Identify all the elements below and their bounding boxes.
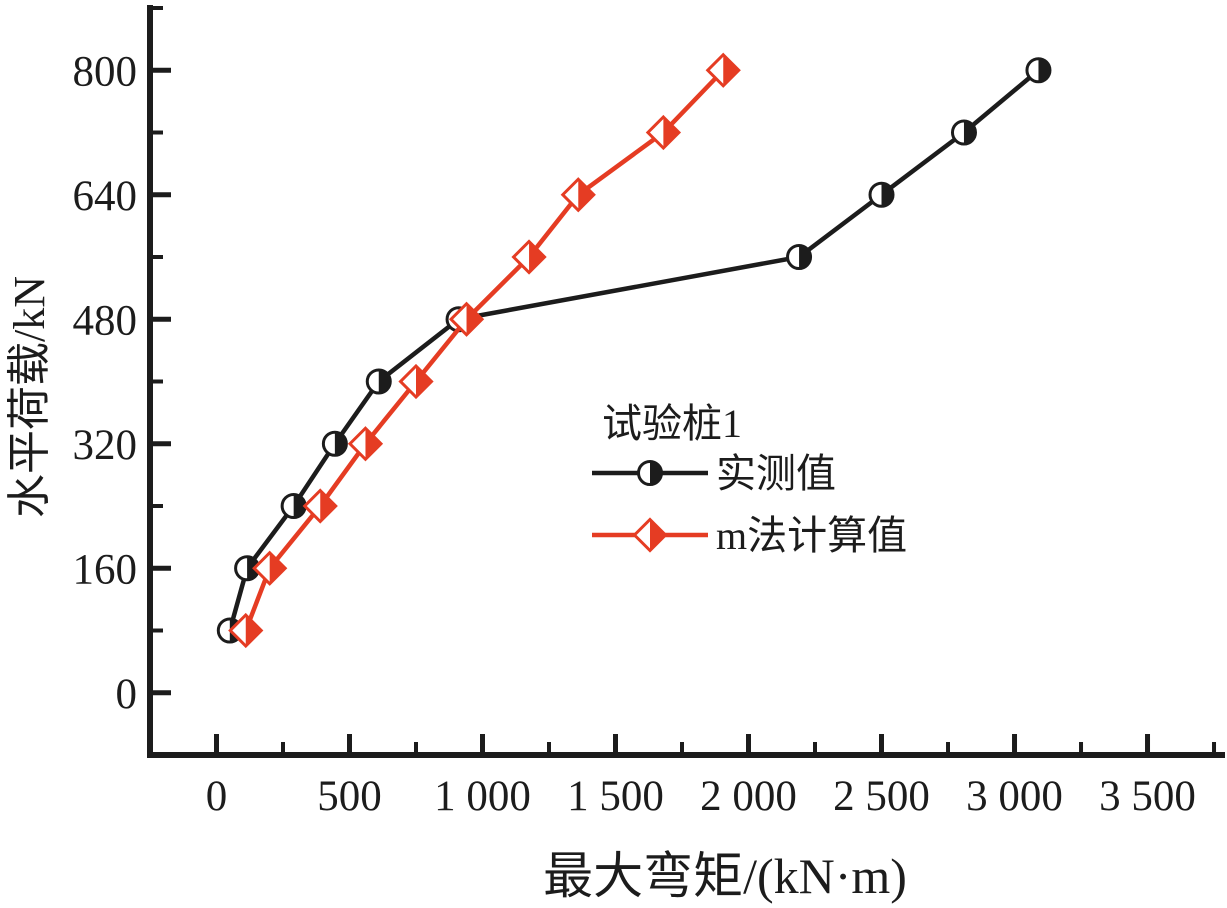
half-diamond-marker-fill [320,490,336,522]
series-marker-m-method [448,301,485,337]
series-marker-measured [950,119,977,146]
axes: 0 500 1 000 1 500 2 000 2 500 3 000 3 500 0 160 32… [73,5,1225,820]
y-tick-label: 480 [73,297,138,344]
y-tick-label: 320 [73,422,138,469]
x-tick-label: 1 500 [567,773,664,820]
half-diamond-marker-fill [650,519,666,551]
x-tick-label: 2 500 [833,773,930,820]
half-diamond-marker-fill [269,552,286,584]
series-marker-m-method [645,114,682,151]
legend-entry: 实测值 [592,451,836,496]
series-marker-measured [280,493,307,519]
x-tick-label: 0 [206,773,228,820]
series-marker-m-method [347,426,384,462]
half-circle-marker-fill [799,245,811,269]
half-circle-marker-fill [293,494,306,518]
series-marker-m-method [302,488,338,524]
half-diamond-marker-fill [245,615,262,646]
half-diamond-marker-fill [663,117,679,148]
legend: 试验桩1 实测值 m法计算值 [592,401,907,558]
series-marker-m-method [252,550,288,586]
series-marker-m-method [560,177,596,213]
half-circle-marker-fill [963,121,976,144]
half-circle-marker-fill [1038,58,1050,82]
x-tick-label: 500 [317,773,382,820]
y-tick-label: 160 [73,546,138,593]
x-tick-label: 3 000 [966,773,1063,820]
half-circle-marker-fill [334,432,347,456]
legend-marker [632,517,668,553]
series-marker-measured [786,244,813,270]
series-marker-measured [365,368,392,395]
data-series [216,52,1052,649]
half-diamond-marker-fill [723,54,739,86]
half-diamond-marker-fill [529,241,545,273]
series-measured [216,57,1052,644]
legend-label: m法计算值 [716,513,907,558]
series-marker-m-method [228,612,264,649]
legend-title: 试验桩1 [602,401,742,446]
x-tick-label: 3 500 [1099,773,1196,820]
series-marker-m-method [398,363,434,400]
legend-entry: m法计算值 [592,513,907,558]
half-circle-marker-fill [378,370,391,393]
y-axis-label: 水平荷载/kN [5,276,54,518]
y-tick-label: 640 [73,173,138,220]
half-circle-marker-fill [650,461,662,485]
series-line-measured [227,68,1041,633]
series-marker-measured [868,181,895,208]
x-axis-label: 最大弯矩/(kN·m) [543,848,907,904]
half-diamond-marker-fill [466,303,483,335]
half-diamond-marker-fill [416,366,432,397]
y-tick-label: 800 [73,48,138,95]
series-marker-m-method [705,52,741,88]
series-line-m-method [243,68,726,633]
legend-label: 实测值 [716,451,836,496]
x-tick-label: 2 000 [700,773,797,820]
series-marker-m-method [511,239,547,275]
y-tick-label: 0 [116,671,138,718]
half-circle-marker-fill [881,183,894,207]
x-tick-label: 1 000 [434,773,531,820]
legend-marker [637,460,663,486]
series-marker-measured [321,430,348,457]
half-diamond-marker-fill [365,428,381,460]
series-marker-measured [1025,57,1052,84]
half-diamond-marker-fill [578,179,594,211]
series-m-method [228,52,741,649]
axis-frame [147,5,1225,758]
